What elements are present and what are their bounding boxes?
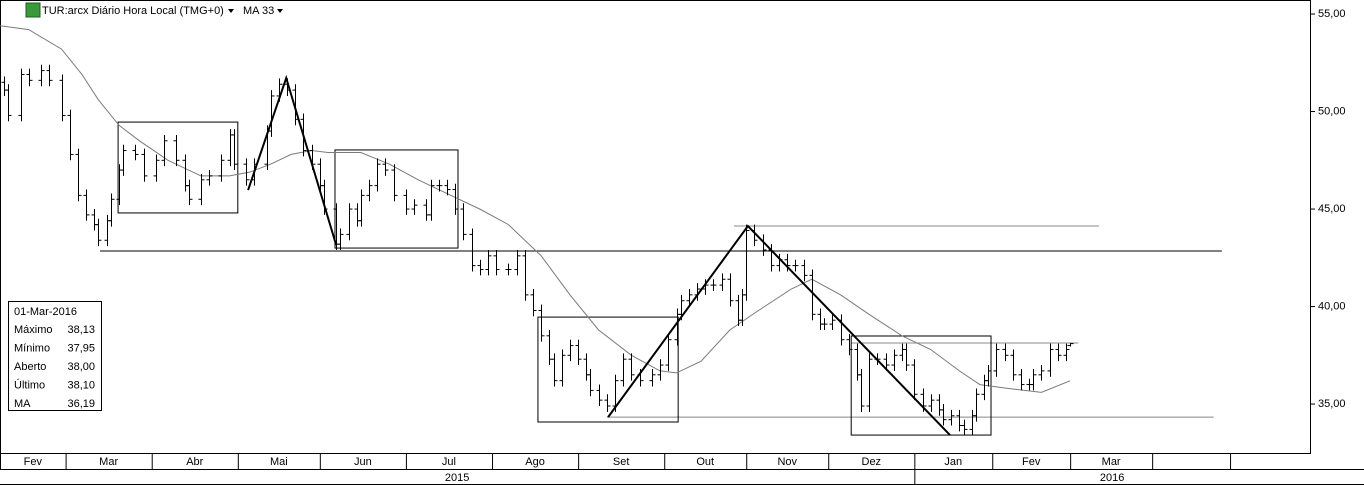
moving-average <box>0 25 1071 393</box>
info-value: 38,13 <box>67 324 95 336</box>
symbol-title[interactable]: TUR:arcx Diário Hora Local (TMG+0) <box>42 5 224 17</box>
x-tick-label: Jul <box>442 456 456 468</box>
x-tick-label: Out <box>696 456 714 468</box>
x-tick-label: Jan <box>944 456 962 468</box>
trend-line <box>607 224 951 436</box>
year-label: 2015 <box>445 472 469 484</box>
symbol-icon[interactable] <box>25 2 41 18</box>
indicator-label[interactable]: MA 33 <box>243 5 274 17</box>
plot-frame <box>0 0 1311 454</box>
year-label: 2016 <box>1100 472 1124 484</box>
x-tick-label: Abr <box>186 456 203 468</box>
dropdown-arrow[interactable] <box>228 9 234 13</box>
info-value: 38,00 <box>67 361 95 373</box>
x-tick-label: Fev <box>24 456 43 468</box>
info-value: 38,10 <box>67 379 95 391</box>
info-label: MA <box>14 398 31 410</box>
info-value: 36,19 <box>67 398 95 410</box>
info-label: Máximo <box>14 324 53 336</box>
y-tick-label: 45,00 <box>1318 203 1346 215</box>
pattern-box <box>117 121 239 214</box>
info-date: 01-Mar-2016 <box>14 306 77 318</box>
info-label: Mínimo <box>14 342 50 354</box>
x-tick-label: Mar <box>1102 456 1121 468</box>
pattern-box <box>537 316 679 423</box>
x-tick-label: Nov <box>777 456 797 468</box>
trend-line <box>247 74 338 246</box>
dropdown-arrow[interactable] <box>277 9 283 13</box>
x-tick-label: Mai <box>270 456 288 468</box>
y-tick-label: 40,00 <box>1318 300 1346 312</box>
info-label: Aberto <box>14 361 46 373</box>
x-tick-label: Mar <box>99 456 118 468</box>
pattern-box <box>850 335 992 436</box>
x-tick-label: Set <box>613 456 630 468</box>
info-rows: 01-Mar-2016 Máximo 38,13 Mínimo 37,95 Aberto… <box>14 306 95 410</box>
info-box <box>8 301 102 411</box>
info-value: 37,95 <box>67 342 95 354</box>
y-tick-label: 55,00 <box>1318 8 1346 20</box>
y-tick-label: 35,00 <box>1318 398 1346 410</box>
y-tick-label: 50,00 <box>1318 105 1346 117</box>
x-tick-label: Fev <box>1022 456 1041 468</box>
x-tick-label: Ago <box>525 456 545 468</box>
x-tick-label: Dez <box>862 456 882 468</box>
x-tick-label: Jun <box>354 456 372 468</box>
info-label: Último <box>14 378 45 391</box>
